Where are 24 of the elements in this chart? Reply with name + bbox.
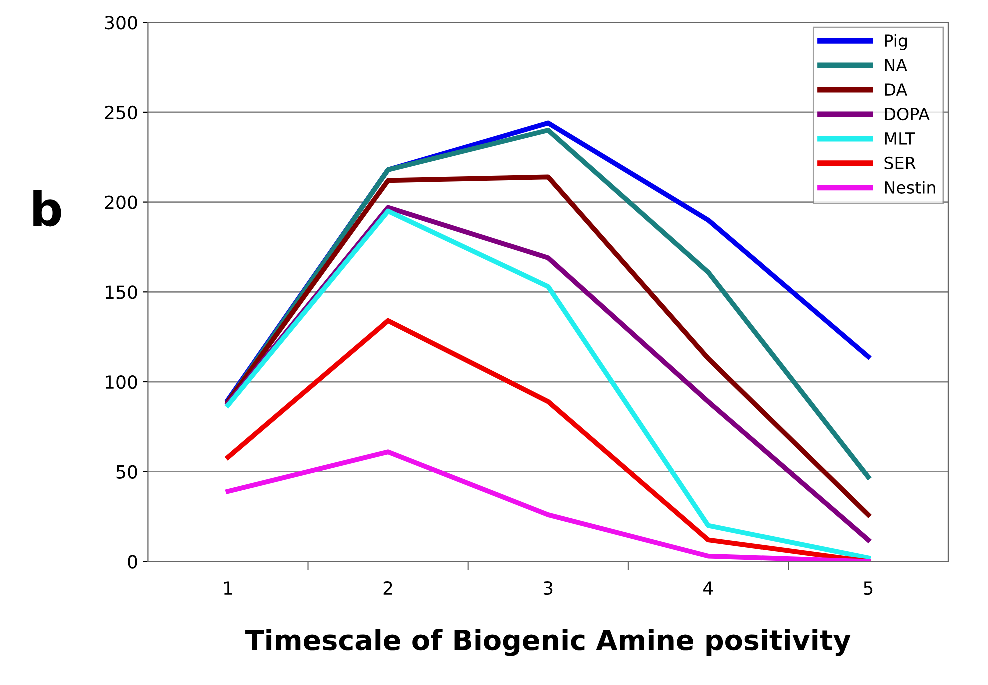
y-tick-label: 0	[128, 555, 138, 569]
x-tick-label: 1	[224, 582, 232, 595]
line-series	[226, 318, 871, 562]
legend-label: Pig	[885, 34, 908, 50]
y-tick-label: 50	[116, 465, 138, 479]
legend-label: NA	[885, 59, 908, 72]
legend-label: DOPA	[885, 108, 930, 121]
legend-label: DA	[885, 84, 908, 96]
x-tick-label: 4	[704, 582, 714, 595]
line-series	[226, 174, 871, 518]
x-axis-title: Timescale of Biogenic Amine positivity	[246, 629, 851, 656]
y-tick-label: 150	[106, 286, 138, 300]
text: b	[34, 190, 62, 227]
legend-label: MLT	[885, 132, 916, 145]
x-tick-label: 3	[544, 581, 553, 596]
y-tick-label: 100	[106, 375, 138, 390]
legend-label: Nestin	[885, 181, 936, 194]
y-tick-label: 300	[105, 16, 138, 30]
y-tick-label: 200	[105, 196, 138, 210]
line-series	[226, 450, 871, 562]
y-tick-label: 250	[105, 106, 138, 120]
x-tick-label: 5	[864, 582, 873, 596]
x-tick-label: 2	[384, 581, 392, 595]
legend-label: SER	[884, 156, 916, 170]
